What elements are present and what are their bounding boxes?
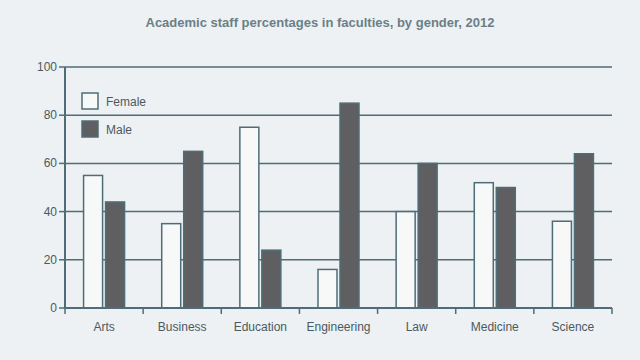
y-tick-label: 80 [44,108,58,122]
x-tick [299,308,301,314]
x-tick-label: Education [234,320,287,334]
bar [340,103,359,308]
x-tick [611,308,613,314]
x-tick-label: Engineering [306,320,370,334]
bars [84,103,594,308]
bar [240,127,259,308]
bar [418,163,437,308]
bar [262,250,281,308]
x-tick [533,308,535,314]
x-tick-label: Law [406,320,428,334]
bar [474,183,493,308]
grid-line [65,66,612,68]
bar [496,188,515,309]
legend-swatch [82,121,98,137]
x-tick-label: Medicine [471,320,519,334]
x-tick [221,308,223,314]
grid-line [65,114,612,116]
legend-label: Female [106,95,146,109]
chart: Academic staff percentages in faculties,… [0,0,640,360]
bar [396,212,415,308]
x-tick [377,308,379,314]
y-axis [64,67,66,308]
legend-swatch [82,93,98,109]
grid-line [65,211,612,213]
y-tick-label: 40 [44,205,58,219]
grid-line [65,307,612,309]
bar [574,154,593,308]
x-tick-label: Arts [93,320,114,334]
x-tick [142,308,144,314]
bar [84,175,103,308]
x-tick-label: Business [158,320,207,334]
y-tick-label: 20 [44,253,58,267]
chart-container: Academic staff percentages in faculties,… [0,0,640,360]
x-axis [65,307,612,309]
y-tick-label: 60 [44,156,58,170]
bar [318,269,337,308]
x-tick-label: Science [552,320,595,334]
x-tick [455,308,457,314]
bar [552,221,571,308]
title: Academic staff percentages in faculties,… [146,15,495,30]
x-tick [64,308,66,314]
bar [184,151,203,308]
y-tick-label: 100 [37,60,57,74]
bar [106,202,125,308]
bar [162,224,181,308]
grid-line [65,163,612,165]
y-tick-label: 0 [50,301,57,315]
grid-line [65,259,612,261]
legend-label: Male [106,123,132,137]
